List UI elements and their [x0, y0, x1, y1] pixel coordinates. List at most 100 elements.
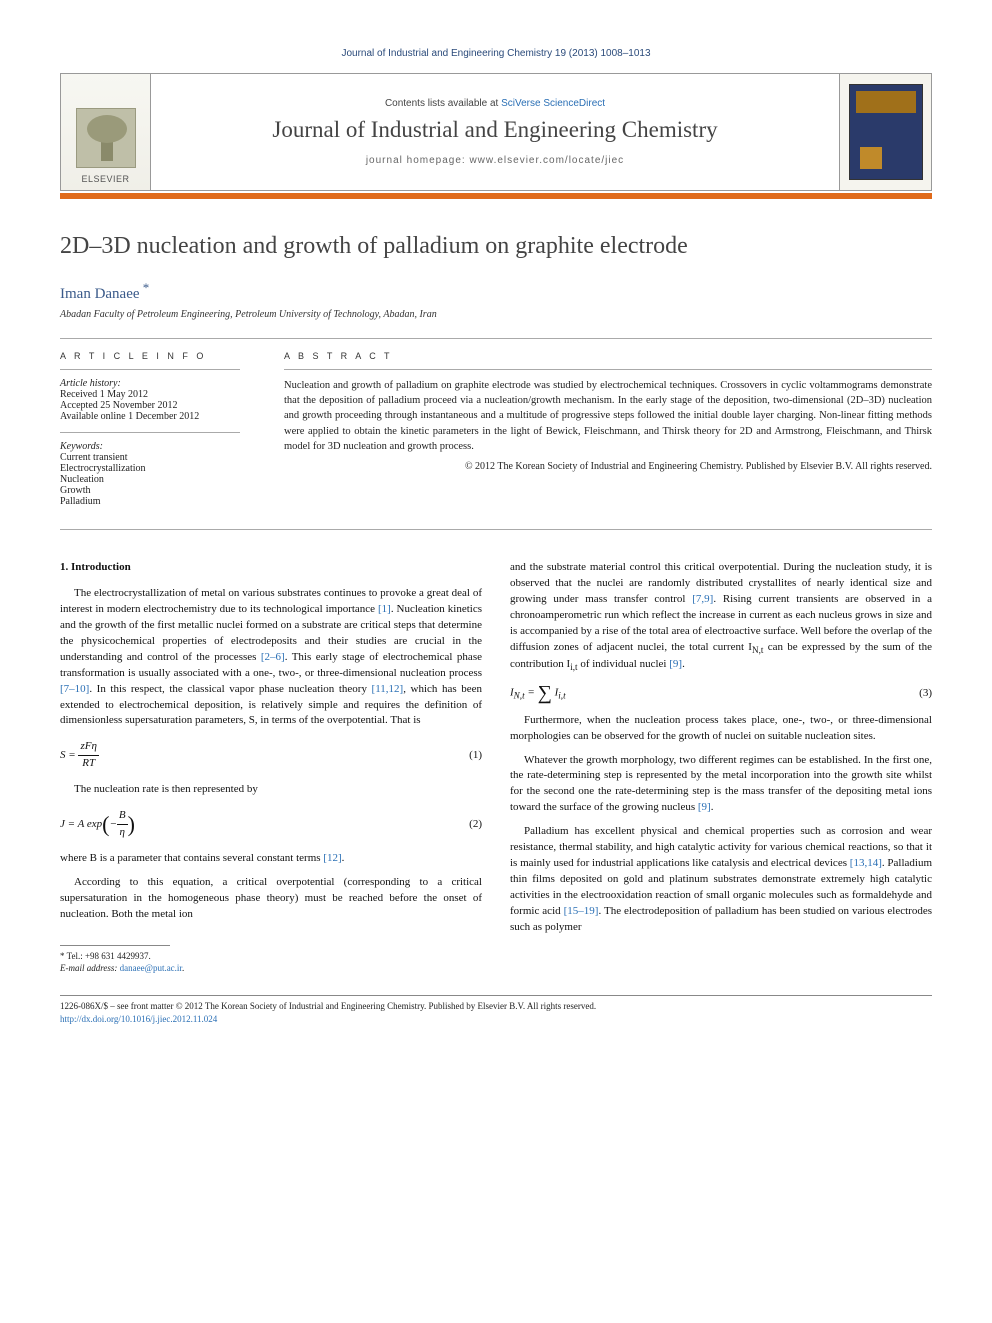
- intro-para-2: The nucleation rate is then represented …: [60, 782, 482, 798]
- journal-cover-icon: [849, 84, 923, 180]
- intro-para-7: Whatever the growth morphology, two diff…: [510, 753, 932, 817]
- online-date: Available online 1 December 2012: [60, 411, 264, 422]
- contents-available-line: Contents lists available at SciVerse Sci…: [385, 98, 605, 109]
- text: where B is a parameter that contains sev…: [60, 852, 323, 864]
- publisher-name: ELSEVIER: [81, 174, 129, 184]
- cite-link[interactable]: [7–10]: [60, 683, 89, 695]
- cite-link[interactable]: [12]: [323, 852, 341, 864]
- abstract-copyright: © 2012 The Korean Society of Industrial …: [284, 460, 932, 474]
- equation-1: S = zFηRT (1): [60, 739, 482, 772]
- equation-number: (3): [892, 686, 932, 702]
- info-rule: [60, 369, 240, 370]
- text: . In this respect, the classical vapor p…: [89, 683, 371, 695]
- body-columns: 1. Introduction The electrocrystallizati…: [60, 560, 932, 975]
- keyword: Nucleation: [60, 474, 264, 485]
- accepted-date: Accepted 25 November 2012: [60, 400, 264, 411]
- bottom-rule: [60, 995, 932, 996]
- equation-number: (1): [442, 748, 482, 764]
- cite-link[interactable]: [11,12]: [372, 683, 404, 695]
- doi-link[interactable]: http://dx.doi.org/10.1016/j.jiec.2012.11…: [60, 1013, 932, 1026]
- keywords-block: Keywords: Current transient Electrocryst…: [60, 441, 264, 507]
- keyword: Electrocrystallization: [60, 463, 264, 474]
- article-history-block: Article history: Received 1 May 2012 Acc…: [60, 378, 264, 422]
- corresponding-footnote: * Tel.: +98 631 4429937. E-mail address:…: [60, 950, 482, 975]
- journal-masthead: ELSEVIER Contents lists available at Sci…: [60, 73, 932, 191]
- corresponding-star-icon: *: [140, 280, 150, 295]
- text: .: [711, 801, 714, 813]
- intro-para-8: Palladium has excellent physical and che…: [510, 824, 932, 936]
- keywords-label: Keywords:: [60, 441, 264, 452]
- fraction-icon: Bη: [117, 808, 128, 841]
- intro-para-5: and the substrate material control this …: [510, 560, 932, 675]
- subscript: i,t: [570, 662, 577, 672]
- journal-name: Journal of Industrial and Engineering Ch…: [272, 117, 717, 143]
- keyword: Growth: [60, 485, 264, 496]
- cite-link[interactable]: [7,9]: [692, 593, 713, 605]
- abstract-rule: [284, 369, 932, 370]
- abstract-col: A B S T R A C T Nucleation and growth of…: [278, 339, 932, 529]
- contents-prefix: Contents lists available at: [385, 98, 501, 109]
- left-column: 1. Introduction The electrocrystallizati…: [60, 560, 482, 975]
- equation-3: IN,t = ∑ Ii,t (3): [510, 685, 932, 703]
- subscript: N,t: [514, 690, 525, 700]
- tel-line: * Tel.: +98 631 4429937.: [60, 950, 482, 963]
- article-info-heading: A R T I C L E I N F O: [60, 351, 264, 361]
- elsevier-tree-icon: [76, 108, 136, 168]
- equation-number: (2): [442, 817, 482, 833]
- cite-link[interactable]: [9]: [669, 658, 682, 670]
- abstract-heading: A B S T R A C T: [284, 351, 932, 361]
- intro-para-6: Furthermore, when the nucleation process…: [510, 713, 932, 745]
- subscript: N,t: [752, 645, 763, 655]
- eq-eq: =: [525, 686, 538, 698]
- right-column: and the substrate material control this …: [510, 560, 932, 975]
- masthead-center: Contents lists available at SciVerse Sci…: [151, 74, 839, 190]
- text: of individual nuclei: [578, 658, 670, 670]
- affiliation: Abadan Faculty of Petroleum Engineering,…: [60, 309, 932, 320]
- article-history-label: Article history:: [60, 378, 264, 389]
- email-label: E-mail address:: [60, 963, 117, 973]
- eq-num: zFη: [78, 739, 98, 756]
- text: Whatever the growth morphology, two diff…: [510, 754, 932, 814]
- publisher-logo-block: ELSEVIER: [61, 74, 151, 190]
- cite-link[interactable]: [15–19]: [564, 905, 599, 917]
- text: .: [682, 658, 685, 670]
- front-matter-line: 1226-086X/$ – see front matter © 2012 Th…: [60, 1000, 932, 1013]
- footnote-rule: [60, 945, 170, 946]
- info-abstract-row: A R T I C L E I N F O Article history: R…: [60, 338, 932, 530]
- sciencedirect-link[interactable]: SciVerse ScienceDirect: [501, 98, 605, 109]
- subscript: i,t: [558, 690, 565, 700]
- eq-lhs: S =: [60, 749, 78, 761]
- summation-icon: ∑: [538, 685, 552, 701]
- cite-link[interactable]: [2–6]: [261, 651, 285, 663]
- article-info-col: A R T I C L E I N F O Article history: R…: [60, 339, 278, 529]
- email-link[interactable]: danaee@put.ac.ir: [120, 963, 182, 973]
- bottom-copyright: 1226-086X/$ – see front matter © 2012 Th…: [60, 1000, 932, 1025]
- author-text: Iman Danaee: [60, 286, 140, 302]
- author-name: Iman Danaee *: [60, 280, 932, 303]
- cite-link[interactable]: [1]: [378, 603, 391, 615]
- homepage-url[interactable]: www.elsevier.com/locate/jiec: [469, 155, 624, 166]
- fraction-icon: zFηRT: [78, 739, 98, 772]
- cite-link[interactable]: [13,14]: [850, 857, 882, 869]
- text: .: [342, 852, 345, 864]
- eq-den: RT: [78, 756, 98, 772]
- homepage-prefix: journal homepage:: [366, 155, 470, 166]
- article-title: 2D–3D nucleation and growth of palladium…: [60, 233, 932, 260]
- running-head: Journal of Industrial and Engineering Ch…: [60, 48, 932, 59]
- intro-para-3: where B is a parameter that contains sev…: [60, 851, 482, 867]
- keyword: Palladium: [60, 496, 264, 507]
- info-rule-2: [60, 432, 240, 433]
- eq-num: B: [117, 808, 128, 825]
- journal-homepage-line: journal homepage: www.elsevier.com/locat…: [366, 155, 624, 166]
- journal-cover-thumb-box: [839, 74, 931, 190]
- cite-link[interactable]: [9]: [698, 801, 711, 813]
- accent-rule: [60, 193, 932, 199]
- received-date: Received 1 May 2012: [60, 389, 264, 400]
- keyword: Current transient: [60, 452, 264, 463]
- abstract-text: Nucleation and growth of palladium on gr…: [284, 378, 932, 454]
- intro-para-4: According to this equation, a critical o…: [60, 875, 482, 923]
- eq-lhs: J = A exp: [60, 818, 102, 830]
- right-paren-icon: ): [128, 812, 135, 837]
- left-paren-icon: (: [102, 812, 109, 837]
- eq-den: η: [117, 825, 128, 841]
